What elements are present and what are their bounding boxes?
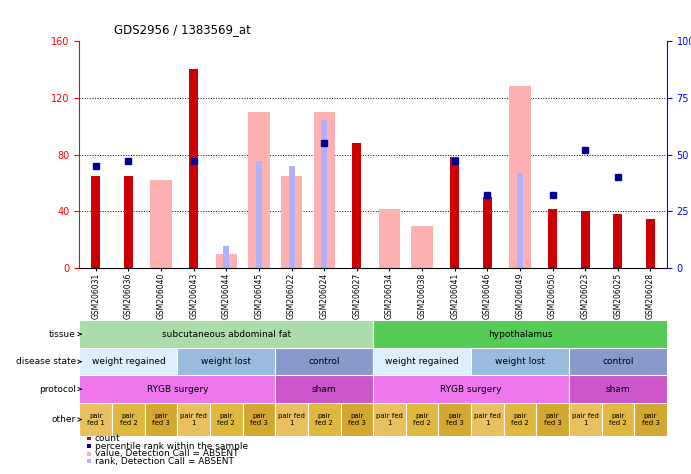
Text: pair
fed 2: pair fed 2 (120, 413, 138, 426)
Bar (602, 403, 634, 436)
Bar (275, 348, 373, 375)
Bar (379, 209, 400, 268)
Bar (151, 180, 171, 268)
Bar (91, 176, 100, 268)
Bar (79, 348, 178, 375)
Bar (189, 69, 198, 268)
Bar (248, 112, 269, 268)
Bar (517, 173, 523, 268)
Bar (580, 211, 590, 268)
Bar (471, 403, 504, 436)
Bar (275, 403, 308, 436)
Bar (210, 403, 243, 436)
Text: pair
fed 2: pair fed 2 (218, 413, 235, 426)
Bar (178, 348, 275, 375)
Text: pair
fed 2: pair fed 2 (413, 413, 431, 426)
Bar (614, 214, 623, 268)
Text: GDS2956 / 1383569_at: GDS2956 / 1383569_at (114, 23, 251, 36)
Bar (634, 403, 667, 436)
Bar (79, 375, 275, 403)
Bar (471, 348, 569, 375)
Bar (321, 120, 327, 268)
Bar (536, 403, 569, 436)
Text: pair fed
1: pair fed 1 (376, 413, 403, 426)
Bar (112, 403, 144, 436)
Text: pair fed
1: pair fed 1 (474, 413, 501, 426)
Text: disease state: disease state (16, 357, 76, 366)
Bar (124, 176, 133, 268)
Bar (373, 320, 667, 348)
Bar (373, 403, 406, 436)
Text: pair
fed 3: pair fed 3 (152, 413, 170, 426)
Bar (548, 209, 557, 268)
Text: control: control (308, 357, 340, 366)
Bar (178, 403, 210, 436)
Text: pair
fed 3: pair fed 3 (544, 413, 562, 426)
Bar (509, 86, 531, 268)
Bar (483, 197, 492, 268)
Bar (79, 320, 373, 348)
Text: pair fed
1: pair fed 1 (180, 413, 207, 426)
Text: weight lost: weight lost (201, 357, 252, 366)
Bar (314, 112, 335, 268)
Text: count: count (95, 434, 120, 443)
Text: hypothalamus: hypothalamus (488, 330, 552, 338)
Bar (569, 403, 602, 436)
Text: other: other (52, 415, 76, 424)
Bar (281, 176, 302, 268)
Bar (87, 459, 91, 463)
Bar (411, 226, 433, 268)
Text: weight lost: weight lost (495, 357, 545, 366)
Bar (450, 157, 460, 268)
Bar (87, 444, 91, 448)
Text: pair
fed 3: pair fed 3 (446, 413, 464, 426)
Bar (308, 403, 341, 436)
Text: pair
fed 3: pair fed 3 (348, 413, 366, 426)
Bar (569, 348, 667, 375)
Bar (341, 403, 373, 436)
Text: pair fed
1: pair fed 1 (571, 413, 598, 426)
Bar (216, 254, 237, 268)
Bar (87, 437, 91, 440)
Text: pair
fed 2: pair fed 2 (511, 413, 529, 426)
Text: value, Detection Call = ABSENT: value, Detection Call = ABSENT (95, 449, 238, 458)
Text: tissue: tissue (49, 330, 76, 338)
Bar (243, 403, 275, 436)
Text: weight regained: weight regained (385, 357, 459, 366)
Bar (646, 219, 655, 268)
Bar (504, 403, 536, 436)
Text: weight regained: weight regained (91, 357, 165, 366)
Bar (289, 166, 294, 268)
Text: sham: sham (312, 385, 337, 393)
Bar (223, 246, 229, 268)
Text: control: control (602, 357, 634, 366)
Text: pair
fed 3: pair fed 3 (250, 413, 268, 426)
Bar (256, 161, 262, 268)
Bar (373, 375, 569, 403)
Bar (406, 403, 438, 436)
Text: protocol: protocol (39, 385, 76, 393)
Text: pair
fed 1: pair fed 1 (87, 413, 105, 426)
Text: percentile rank within the sample: percentile rank within the sample (95, 442, 248, 450)
Text: rank, Detection Call = ABSENT: rank, Detection Call = ABSENT (95, 457, 234, 465)
Bar (438, 403, 471, 436)
Text: pair
fed 2: pair fed 2 (315, 413, 333, 426)
Text: sham: sham (605, 385, 630, 393)
Text: pair
fed 3: pair fed 3 (641, 413, 659, 426)
Bar (373, 348, 471, 375)
Bar (144, 403, 178, 436)
Bar (87, 452, 91, 456)
Text: pair fed
1: pair fed 1 (278, 413, 305, 426)
Text: RYGB surgery: RYGB surgery (146, 385, 208, 393)
Bar (352, 143, 361, 268)
Bar (569, 375, 667, 403)
Text: pair
fed 2: pair fed 2 (609, 413, 627, 426)
Bar (79, 403, 112, 436)
Text: subcutaneous abdominal fat: subcutaneous abdominal fat (162, 330, 291, 338)
Bar (275, 375, 373, 403)
Text: RYGB surgery: RYGB surgery (440, 385, 502, 393)
